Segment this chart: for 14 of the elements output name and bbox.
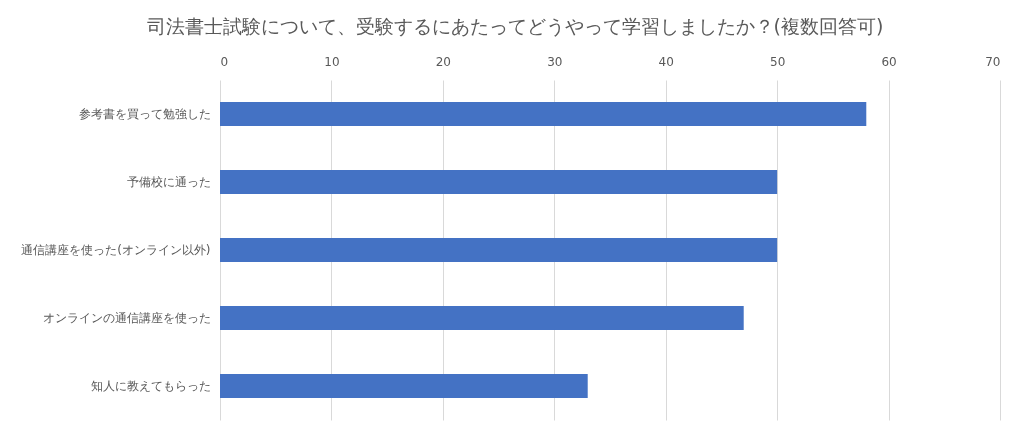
y-tick-label: オンラインの通信講座を使った bbox=[42, 311, 211, 325]
y-tick-label: 予備校に通った bbox=[126, 175, 211, 189]
x-tick-label: 0 bbox=[220, 54, 229, 69]
x-tick-label: 60 bbox=[881, 54, 897, 69]
x-tick-label: 50 bbox=[770, 54, 786, 69]
y-tick-label: 通信講座を使った(オンライン以外) bbox=[21, 243, 211, 257]
x-tick-label: 40 bbox=[658, 54, 674, 69]
x-tick-label: 70 bbox=[985, 54, 1001, 69]
x-tick-label: 30 bbox=[547, 54, 563, 69]
y-tick-label: 参考書を買って勉強した bbox=[78, 107, 211, 121]
chart-title: 司法書士試験について、受験するにあたってどうやって学習しましたか？(複数回答可) bbox=[146, 15, 884, 37]
x-tick-label: 10 bbox=[324, 54, 340, 69]
y-tick-label: 知人に教えてもらった bbox=[90, 379, 211, 393]
x-tick-label: 20 bbox=[435, 54, 451, 69]
